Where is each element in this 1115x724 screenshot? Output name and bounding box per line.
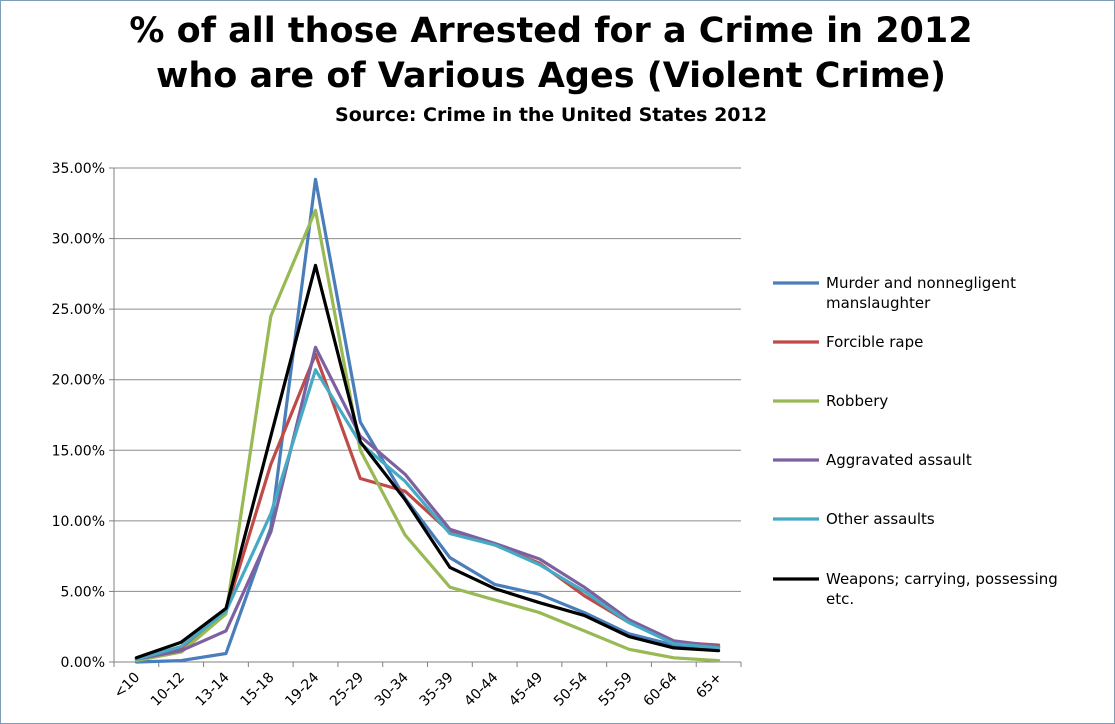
x-tick-label: 19-24 [282, 669, 322, 709]
chart-title-line-1: % of all those Arrested for a Crime in 2… [129, 11, 973, 51]
legend-label: etc. [826, 590, 854, 608]
series-lines [134, 177, 721, 664]
x-tick-label: 35-39 [417, 670, 457, 710]
x-tick-label: 60-64 [641, 669, 681, 709]
x-tick-label: 55-59 [596, 670, 636, 710]
gridlines [114, 167, 741, 592]
x-axis: <10 10-12 13-14 15-18 19-24 25-29 30-34 35-39 40… [111, 661, 742, 710]
legend-label: Weapons; carrying, possessing [826, 570, 1058, 588]
series-line [134, 368, 721, 661]
y-tick-label: 0.00% [61, 655, 105, 671]
y-tick-label: 15.00% [52, 443, 105, 459]
legend: Murder and nonnegligent manslaughter Forci… [773, 274, 1058, 608]
series-line [134, 177, 721, 664]
y-tick-label: 30.00% [52, 232, 105, 248]
x-tick-label: 50-54 [551, 669, 591, 709]
x-tick-label: 10-12 [148, 670, 188, 710]
x-tick-label: 15-18 [237, 670, 277, 710]
x-tick-label: 45-49 [506, 670, 546, 710]
series-line [134, 208, 721, 663]
y-tick-label: 35.00% [52, 161, 105, 177]
chart-subtitle: Source: Crime in the United States 2012 [335, 104, 767, 126]
series-line [134, 263, 721, 660]
x-tick-label: 40-44 [461, 669, 501, 709]
series-line [134, 345, 721, 661]
legend-label: Forcible rape [826, 333, 923, 351]
y-tick-label: 20.00% [52, 373, 105, 389]
y-axis: 0.00% 5.00% 10.00% 15.00% 20.00% 25.00% 30.00%… [52, 161, 115, 671]
title-block: % of all those Arrested for a Crime in 2… [41, 9, 1061, 130]
legend-label: manslaughter [826, 294, 931, 312]
y-tick-label: 25.00% [52, 302, 105, 318]
x-tick-label: 13-14 [193, 669, 233, 709]
x-tick-label: 25-29 [327, 670, 367, 710]
legend-label: Robbery [826, 392, 888, 410]
legend-label: Aggravated assault [826, 451, 972, 469]
x-tick-label: 65+ [693, 670, 725, 702]
y-tick-label: 5.00% [61, 584, 105, 600]
legend-label: Other assaults [826, 510, 935, 528]
x-tick-label: <10 [111, 670, 143, 702]
legend-label: Murder and nonnegligent [826, 274, 1016, 292]
x-tick-label: 30-34 [372, 669, 412, 709]
chart-title-line-2: who are of Various Ages (Violent Crime) [156, 56, 946, 96]
y-tick-label: 10.00% [52, 514, 105, 530]
